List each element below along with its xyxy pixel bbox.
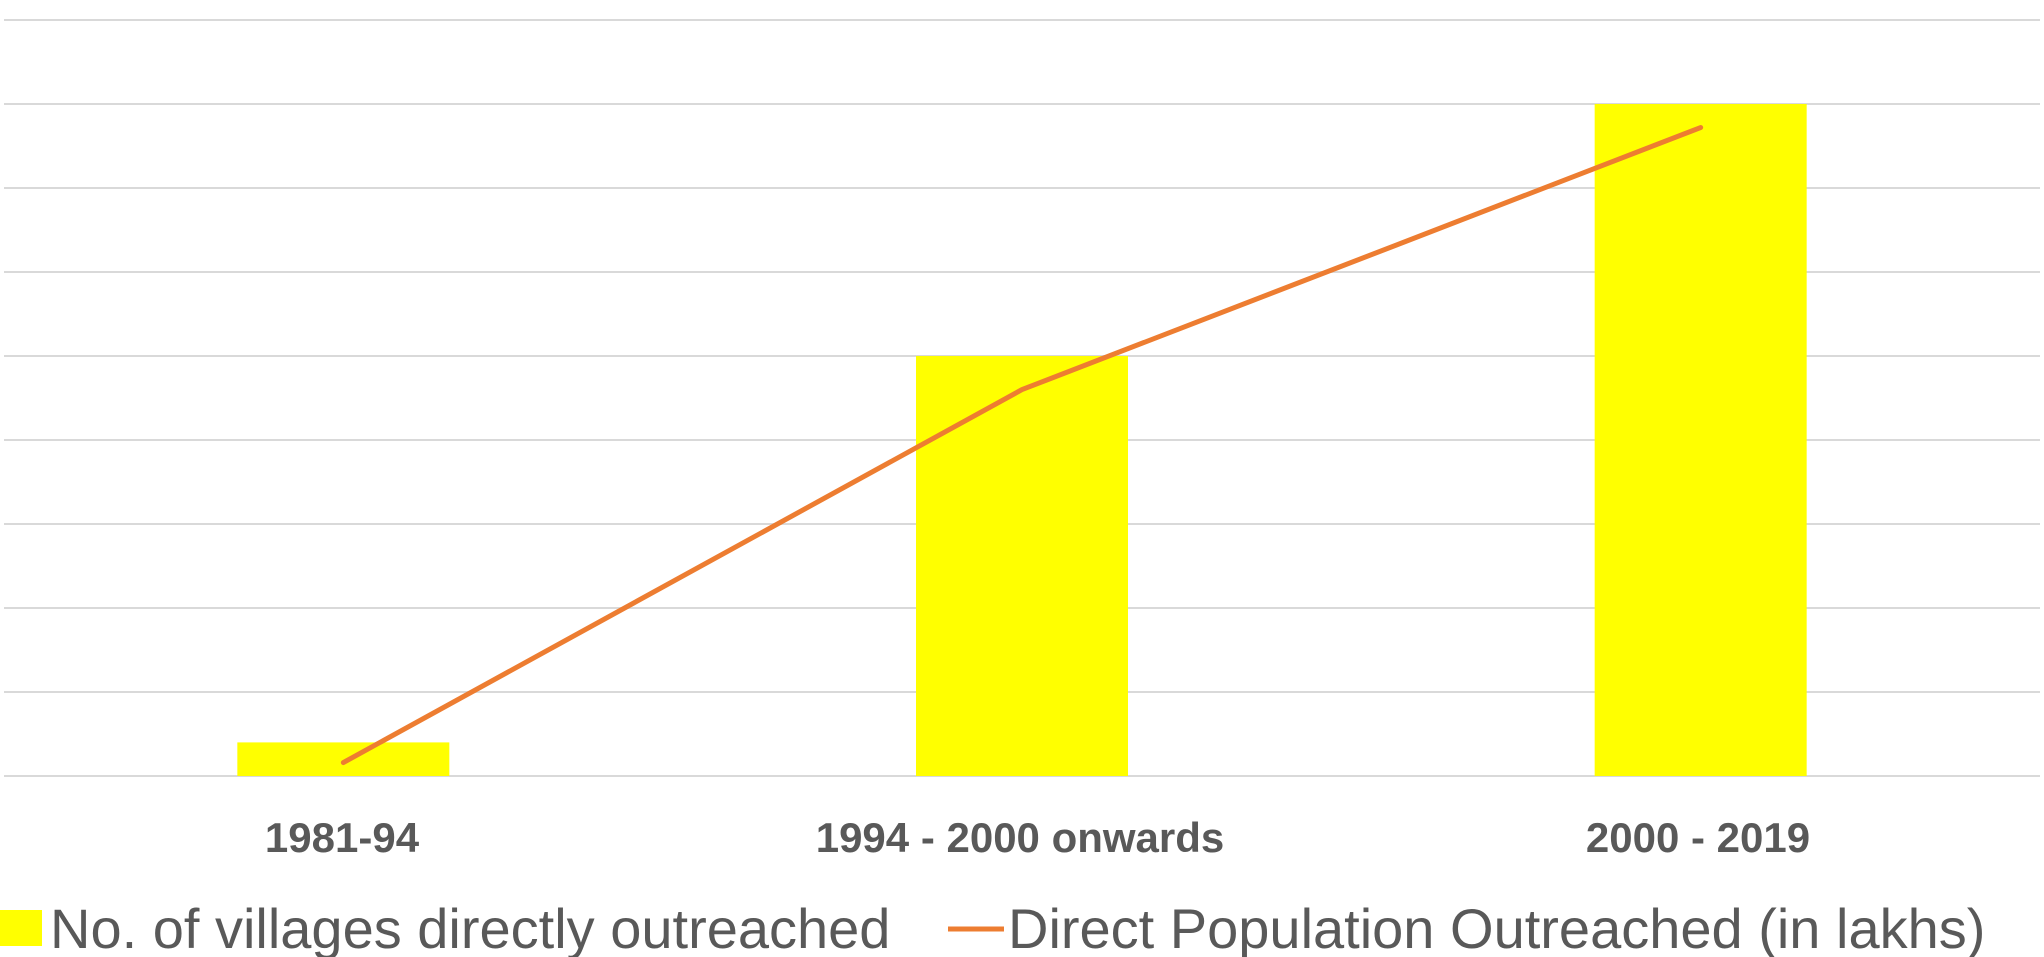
line-population (340, 125, 1704, 766)
x-tick-label-2: 1994 - 2000 onwards (816, 814, 1225, 861)
bar-3 (1594, 104, 1807, 776)
legend-label-population: Direct Population Outreached (in lakhs) (1008, 897, 1985, 957)
bar-2 (916, 356, 1128, 776)
legend: No. of villages directly outreached Dire… (0, 897, 1985, 957)
line-series (340, 125, 1704, 766)
x-tick-label-1: 1981-94 (265, 814, 420, 861)
bar-1 (237, 742, 450, 776)
x-tick-label-3: 2000 - 2019 (1586, 814, 1810, 861)
legend-label-villages: No. of villages directly outreached (50, 897, 890, 957)
legend-swatch-villages (0, 910, 42, 946)
x-axis: 1981-94 1994 - 2000 onwards 2000 - 2019 (265, 814, 1810, 861)
